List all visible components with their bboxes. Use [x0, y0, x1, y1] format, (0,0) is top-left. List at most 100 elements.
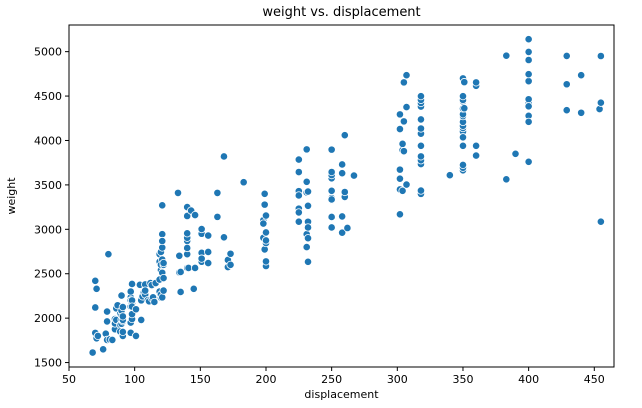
data-point	[398, 186, 407, 195]
data-point	[402, 71, 411, 80]
data-point	[416, 115, 426, 124]
data-point	[303, 187, 313, 196]
data-point	[159, 286, 168, 295]
data-point	[261, 257, 271, 266]
y-tick-label: 2000	[34, 312, 62, 325]
data-point	[126, 287, 135, 296]
data-point	[303, 234, 313, 243]
data-point	[176, 287, 185, 297]
data-point	[294, 191, 303, 200]
data-point	[524, 77, 533, 86]
x-tick-label: 300	[387, 373, 408, 386]
data-point	[327, 186, 336, 195]
data-point	[173, 188, 183, 197]
data-point	[141, 286, 150, 295]
data-point	[524, 47, 533, 57]
data-point	[150, 297, 159, 307]
data-point	[183, 243, 192, 253]
data-point	[213, 188, 222, 197]
data-point	[93, 331, 102, 341]
x-tick-label: 100	[124, 373, 145, 386]
chart-title: weight vs. displacement	[262, 5, 420, 20]
data-point	[562, 80, 571, 89]
data-point	[294, 155, 303, 164]
data-point	[340, 131, 349, 140]
data-point	[338, 212, 347, 221]
data-point	[338, 228, 347, 237]
y-tick-label: 3500	[34, 179, 62, 192]
y-axis-label: weight	[5, 177, 18, 215]
x-tick-label: 250	[321, 373, 342, 386]
y-axis-ticks: 1500 2000 2500 3000 3500 4000 4500 5000	[34, 46, 69, 370]
data-point	[502, 51, 511, 60]
data-point	[219, 152, 229, 161]
data-point	[104, 250, 113, 259]
data-point	[395, 174, 405, 183]
data-point	[395, 165, 405, 174]
data-point	[524, 157, 533, 166]
data-point	[158, 201, 167, 210]
x-tick-label: 50	[62, 373, 76, 386]
data-point	[260, 189, 269, 198]
data-point	[92, 284, 101, 293]
data-point	[395, 210, 405, 219]
data-point	[118, 327, 127, 337]
data-point	[261, 236, 271, 245]
data-point	[213, 212, 222, 221]
data-point	[131, 331, 141, 341]
x-axis-ticks: 50 100 150 200 250 300 350 400 450	[62, 367, 605, 386]
data-point	[226, 260, 235, 269]
data-point	[502, 175, 511, 184]
data-point	[159, 273, 168, 283]
data-point	[472, 151, 481, 160]
data-point	[511, 149, 520, 158]
data-point	[577, 71, 586, 80]
data-point	[340, 187, 349, 197]
data-point	[562, 51, 571, 61]
data-point	[127, 279, 137, 289]
data-point	[399, 117, 408, 126]
y-tick-label: 1500	[34, 357, 62, 370]
data-point	[399, 78, 408, 87]
y-tick-label: 2500	[34, 268, 62, 281]
data-point	[260, 200, 269, 209]
data-point	[204, 247, 213, 257]
data-point	[395, 124, 405, 134]
data-point	[472, 141, 481, 150]
data-point	[460, 78, 469, 87]
data-point	[472, 78, 481, 87]
data-point	[524, 117, 533, 126]
data-point	[524, 35, 533, 44]
data-point	[302, 145, 311, 154]
data-point	[131, 305, 141, 314]
x-tick-label: 450	[584, 373, 605, 386]
data-point	[190, 210, 200, 220]
y-tick-label: 4500	[34, 90, 62, 103]
data-point	[294, 217, 303, 226]
x-tick-label: 150	[190, 373, 211, 386]
data-point	[219, 233, 229, 242]
data-point	[524, 102, 533, 111]
data-point	[596, 217, 605, 226]
data-point	[416, 141, 426, 150]
data-point	[176, 267, 185, 277]
data-point	[175, 251, 184, 260]
data-point	[338, 160, 347, 169]
data-point	[259, 219, 268, 228]
data-point	[327, 223, 336, 232]
data-point	[102, 307, 112, 316]
data-point	[416, 152, 426, 161]
data-point	[190, 263, 200, 273]
data-point	[183, 211, 192, 221]
data-point	[197, 224, 206, 234]
y-tick-label: 5000	[34, 46, 62, 59]
x-axis-label: displacement	[304, 388, 379, 401]
x-tick-label: 400	[518, 373, 539, 386]
data-point	[117, 291, 126, 300]
data-point	[118, 302, 127, 312]
data-point	[102, 317, 112, 326]
data-points	[88, 35, 605, 357]
data-point	[99, 345, 108, 354]
data-point	[524, 95, 533, 104]
data-point	[458, 133, 468, 142]
